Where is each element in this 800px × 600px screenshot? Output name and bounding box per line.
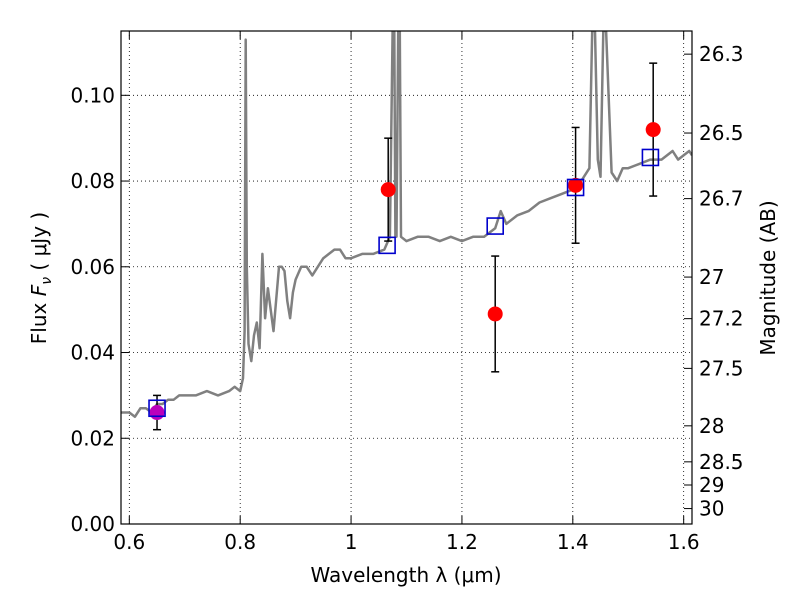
y2-tick-label: 26.5: [699, 121, 744, 145]
y-axis-title-symbol: F: [27, 284, 51, 296]
spectrum-line: [121, 31, 692, 419]
y2-tick-label: 28: [699, 414, 724, 438]
y-tick-label: 0.04: [70, 341, 115, 365]
model-point: [641, 148, 660, 167]
observed-point: [149, 405, 165, 421]
observed-point: [487, 306, 503, 322]
y2-tick-label: 26.3: [699, 42, 744, 66]
y-tick-label: 0.10: [70, 83, 115, 107]
y-axis-title: Flux Fν ( μJy ): [27, 212, 55, 344]
x-tick-label: 1: [345, 530, 358, 554]
model-point: [566, 178, 585, 197]
model-point: [486, 217, 504, 235]
y2-tick-label: 27.2: [699, 307, 744, 331]
y-axis-title-suffix: ( μJy ): [27, 212, 51, 277]
y2-tick-label: 28.5: [699, 450, 744, 474]
x-tick-label: 0.8: [224, 530, 256, 554]
observed-point: [645, 122, 661, 138]
y-tick-label: 0.06: [70, 255, 115, 279]
y2-tick-label: 27.5: [699, 356, 744, 380]
y-tick-label: 0.02: [70, 426, 115, 450]
model-points-layer: [148, 148, 660, 418]
y2-tick-label: 26.7: [699, 187, 744, 211]
observed-point: [380, 182, 396, 198]
spectrum-layer: [121, 31, 692, 419]
x-axis-title: Wavelength λ (μm): [310, 563, 501, 587]
observed-point: [568, 177, 584, 193]
y-tick-label: 0.08: [70, 169, 115, 193]
model-point: [378, 236, 396, 255]
y-axis-title-subscript: ν: [39, 277, 55, 285]
x-tick-label: 1.6: [668, 530, 700, 554]
y2-axis-title: Magnitude (AB): [756, 200, 780, 355]
ticks: 0.6 0.8 1 1.2 1.4 1.6 0.00 0.02 0.04 0.06 0.08 0.10…: [70, 31, 744, 554]
y-tick-label: 0.00: [70, 512, 115, 536]
x-tick-label: 0.6: [113, 530, 145, 554]
y2-tick-label: 30: [699, 497, 724, 521]
x-tick-label: 1.4: [557, 530, 589, 554]
x-tick-label: 1.2: [446, 530, 478, 554]
y2-tick-label: 27: [699, 265, 724, 289]
y2-tick-label: 29: [699, 473, 724, 497]
y-axis-title-prefix: Flux: [27, 296, 51, 344]
model-point: [148, 399, 166, 418]
